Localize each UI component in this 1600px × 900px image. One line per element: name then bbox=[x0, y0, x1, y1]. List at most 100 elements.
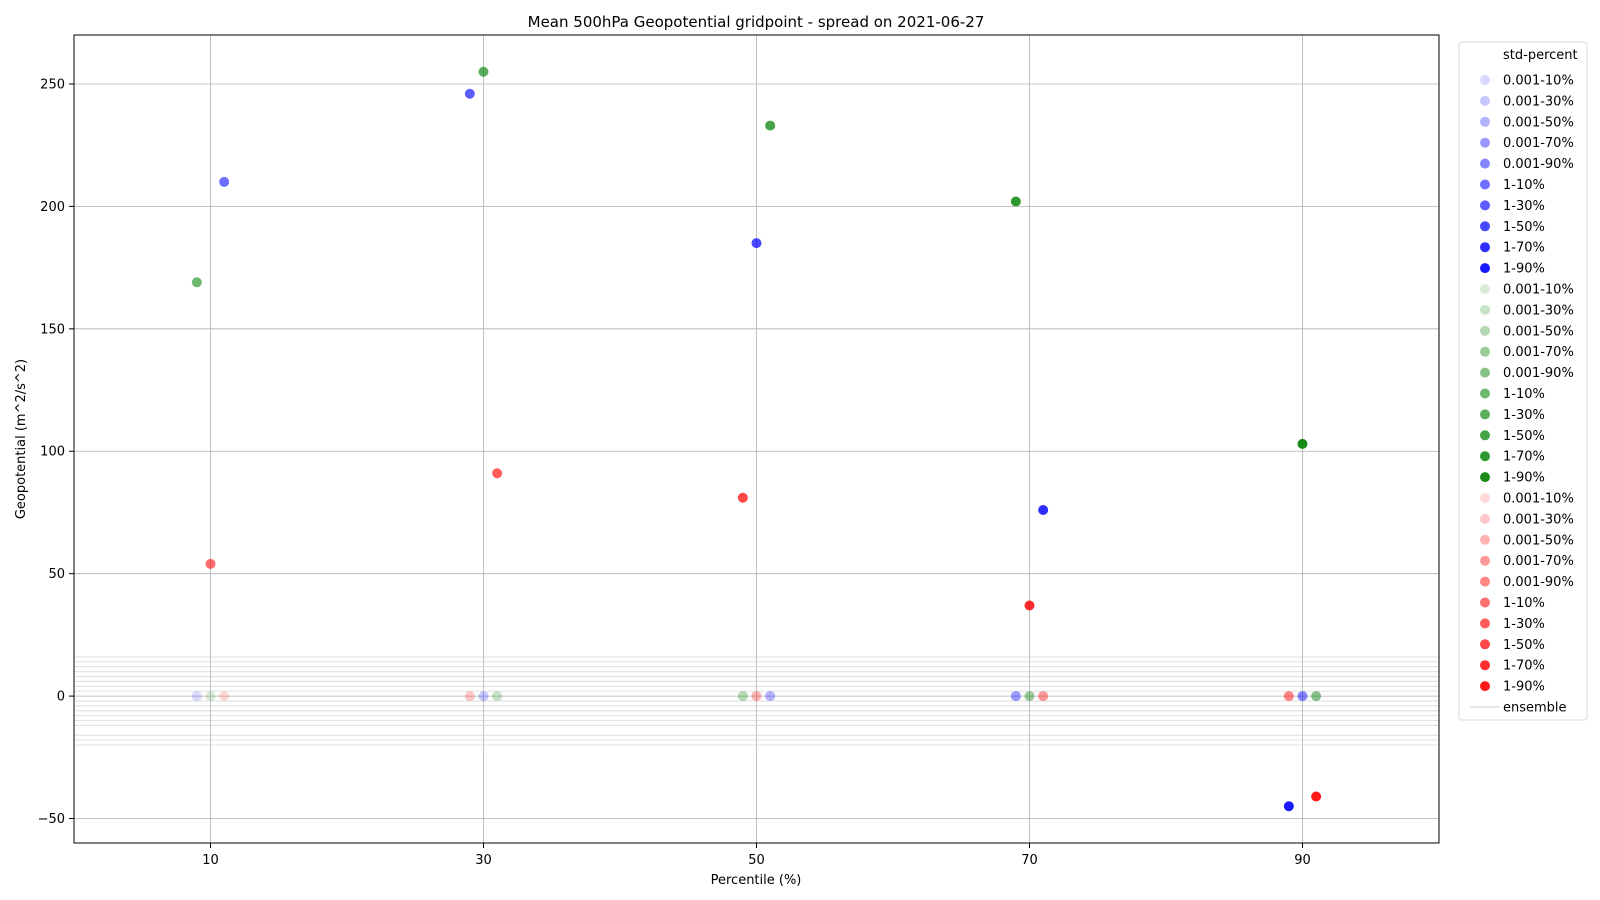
data-point bbox=[1311, 691, 1322, 702]
data-point bbox=[464, 88, 475, 99]
legend-marker bbox=[1480, 513, 1490, 524]
data-point bbox=[191, 277, 202, 288]
legend-label: 0.001-70% bbox=[1503, 554, 1574, 569]
data-point bbox=[1010, 691, 1021, 702]
y-tick-label: −50 bbox=[38, 812, 65, 827]
data-point bbox=[492, 691, 503, 702]
legend-marker bbox=[1480, 284, 1490, 294]
x-axis-label: Percentile (%) bbox=[711, 873, 802, 888]
legend-marker bbox=[1480, 325, 1490, 336]
data-point bbox=[765, 120, 776, 131]
legend-label: 1-10% bbox=[1503, 596, 1545, 611]
legend: std-percent 0.001-10%0.001-30%0.001-50%0… bbox=[1458, 41, 1588, 721]
y-axis-label: Geopotential (m^2/s^2) bbox=[14, 359, 29, 519]
data-point bbox=[1024, 600, 1035, 611]
data-point bbox=[191, 691, 202, 702]
legend-marker bbox=[1480, 221, 1490, 232]
data-point bbox=[1024, 691, 1035, 702]
data-point bbox=[1038, 505, 1049, 516]
legend-marker bbox=[1480, 116, 1490, 127]
legend-label: 0.001-30% bbox=[1503, 94, 1574, 109]
legend-label: 0.001-30% bbox=[1503, 303, 1574, 318]
x-tick-label: 70 bbox=[1021, 853, 1038, 868]
legend-label: 1-30% bbox=[1503, 617, 1545, 632]
data-point bbox=[1297, 438, 1308, 449]
legend-label: 0.001-90% bbox=[1503, 157, 1574, 172]
legend-label: 1-50% bbox=[1503, 638, 1545, 653]
legend-marker bbox=[1480, 75, 1490, 85]
legend-label: 1-70% bbox=[1503, 450, 1545, 465]
x-tick-label: 90 bbox=[1294, 853, 1311, 868]
x-tick-label: 10 bbox=[202, 853, 219, 868]
data-point bbox=[1283, 801, 1294, 812]
legend-label: 0.001-10% bbox=[1503, 74, 1574, 89]
data-point bbox=[478, 691, 489, 702]
legend-marker bbox=[1480, 263, 1490, 274]
legend-label: 1-30% bbox=[1503, 408, 1545, 423]
legend-marker bbox=[1480, 200, 1490, 211]
y-tick-label: 250 bbox=[40, 77, 65, 92]
legend-items: 0.001-10% 0.001-30% 0.001-50% 0.001-70% 0.00… bbox=[1470, 74, 1574, 716]
data-point bbox=[1038, 691, 1049, 702]
data-point bbox=[751, 238, 762, 249]
legend-marker bbox=[1480, 430, 1490, 441]
legend-label: 0.001-10% bbox=[1503, 492, 1574, 507]
legend-label: 1-50% bbox=[1503, 429, 1545, 444]
legend-label: 0.001-30% bbox=[1503, 512, 1574, 527]
legend-label: 0.001-50% bbox=[1503, 324, 1574, 339]
legend-marker bbox=[1480, 451, 1490, 462]
legend-marker bbox=[1480, 493, 1490, 503]
legend-marker bbox=[1480, 242, 1490, 253]
legend-label: 0.001-50% bbox=[1503, 533, 1574, 548]
data-point bbox=[765, 691, 776, 702]
y-tick-label: 100 bbox=[40, 445, 65, 460]
y-axis-ticks: −50 0 50 100 150 200 250 bbox=[38, 77, 74, 827]
data-point bbox=[737, 691, 748, 702]
legend-label: 0.001-90% bbox=[1503, 575, 1574, 590]
data-point bbox=[219, 176, 230, 187]
legend-marker bbox=[1480, 472, 1490, 483]
legend-label: 1-90% bbox=[1503, 680, 1545, 695]
legend-marker bbox=[1480, 576, 1490, 587]
legend-label: 0.001-50% bbox=[1503, 115, 1574, 130]
legend-label: 1-30% bbox=[1503, 199, 1545, 214]
legend-marker bbox=[1480, 95, 1490, 106]
legend-box bbox=[1458, 41, 1588, 721]
legend-label: 0.001-10% bbox=[1503, 283, 1574, 298]
data-point bbox=[478, 66, 489, 77]
data-point bbox=[1297, 691, 1308, 702]
legend-marker bbox=[1480, 597, 1490, 608]
data-point bbox=[1010, 196, 1021, 207]
legend-label: 1-10% bbox=[1503, 178, 1545, 193]
y-tick-label: 200 bbox=[40, 200, 65, 215]
legend-marker bbox=[1480, 137, 1490, 148]
legend-marker bbox=[1480, 346, 1490, 357]
data-point bbox=[219, 691, 230, 702]
y-tick-label: 0 bbox=[57, 690, 65, 705]
legend-marker bbox=[1480, 618, 1490, 629]
data-point bbox=[751, 691, 762, 702]
y-tick-label: 150 bbox=[40, 322, 65, 337]
chart-title: Mean 500hPa Geopotential gridpoint - spr… bbox=[528, 13, 985, 31]
legend-label: 0.001-70% bbox=[1503, 136, 1574, 151]
x-axis-ticks: 10 30 50 70 90 bbox=[202, 843, 1311, 868]
y-tick-label: 50 bbox=[48, 567, 65, 582]
ensemble-lines bbox=[74, 656, 1439, 746]
legend-marker bbox=[1480, 388, 1490, 399]
legend-label: 0.001-70% bbox=[1503, 345, 1574, 360]
data-point bbox=[1311, 791, 1322, 802]
legend-label: 1-10% bbox=[1503, 387, 1545, 402]
legend-marker bbox=[1480, 304, 1490, 315]
legend-marker bbox=[1480, 158, 1490, 169]
data-point bbox=[1283, 691, 1294, 702]
grid-layer bbox=[74, 35, 1439, 843]
legend-title: std-percent bbox=[1503, 48, 1578, 63]
legend-label: 1-90% bbox=[1503, 262, 1545, 277]
legend-marker bbox=[1480, 534, 1490, 545]
x-tick-label: 30 bbox=[475, 853, 492, 868]
legend-marker bbox=[1480, 660, 1490, 671]
legend-label: 1-90% bbox=[1503, 471, 1545, 486]
legend-label: 0.001-90% bbox=[1503, 366, 1574, 381]
legend-marker bbox=[1480, 367, 1490, 378]
